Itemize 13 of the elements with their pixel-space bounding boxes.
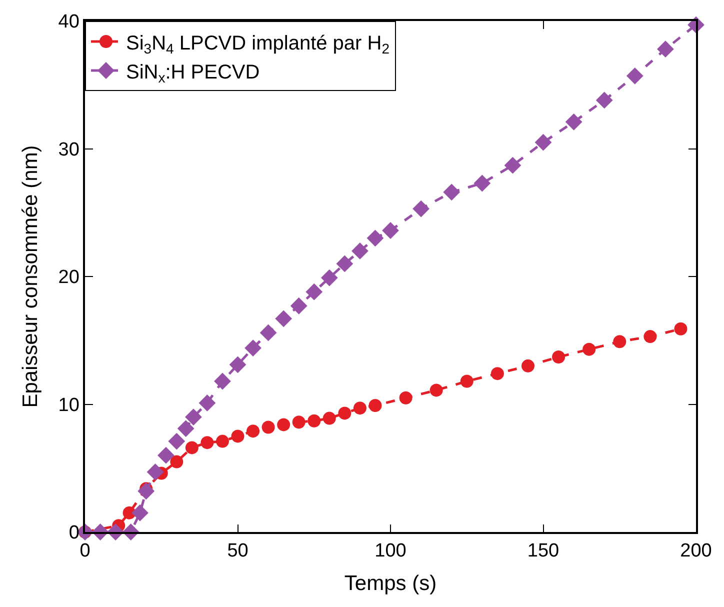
x-tick-label: 150 xyxy=(527,540,560,562)
x-axis-title: Temps (s) xyxy=(344,572,437,596)
legend-label: SiN$_{x}$:H PECVD xyxy=(126,61,260,86)
legend-label: Si$_{3}$N$_{4}$ LPCVD implanté par H$_{2}$ xyxy=(126,32,390,56)
y-tick-label: 40 xyxy=(58,12,80,33)
x-tick-label: 50 xyxy=(227,540,248,562)
y-tick-label: 10 xyxy=(58,394,80,416)
y-tick-label: 0 xyxy=(68,522,80,544)
x-tick-label: 100 xyxy=(374,540,406,562)
x-tick-label: 200 xyxy=(680,540,712,562)
y-tick-label: 20 xyxy=(58,267,80,288)
y-tick-label: 30 xyxy=(58,139,80,160)
y-axis-title: Epaisseur consommée (nm) xyxy=(18,145,42,408)
